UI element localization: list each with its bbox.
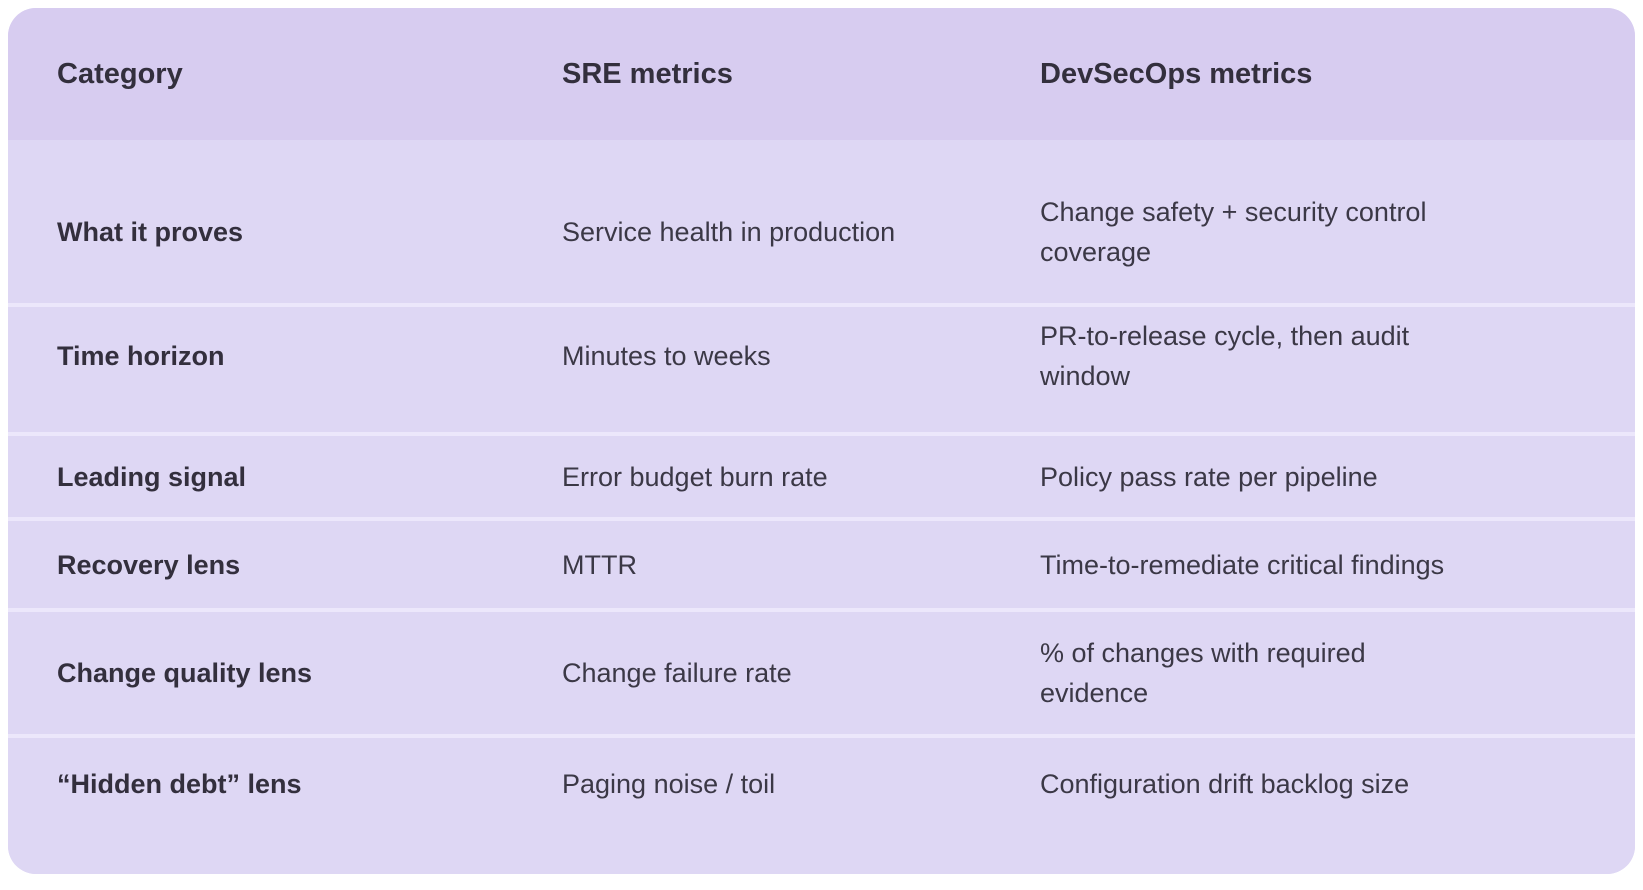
table-row: Change quality lens Change failure rate … xyxy=(8,608,1635,734)
table-row: Leading signal Error budget burn rate Po… xyxy=(8,432,1635,517)
cell-sre: Service health in production xyxy=(562,216,896,247)
comparison-table-card: Category SRE metrics DevSecOps metrics W… xyxy=(8,8,1635,874)
cell-devsecops: Configuration drift backlog size xyxy=(1040,768,1410,799)
column-header-category: Category xyxy=(57,57,183,90)
row-label: What it proves xyxy=(57,216,244,247)
cell-sre: Minutes to weeks xyxy=(562,340,771,371)
table-row: Time horizon Minutes to weeks PR-to-rele… xyxy=(8,303,1635,432)
row-label: Leading signal xyxy=(57,461,247,492)
cell-devsecops: % of changes with required evidence xyxy=(1040,638,1366,708)
row-label: “Hidden debt” lens xyxy=(57,768,302,799)
table-row: What it proves Service health in product… xyxy=(8,140,1635,303)
cell-sre: MTTR xyxy=(562,549,637,580)
cell-sre: Paging noise / toil xyxy=(562,768,776,799)
row-label: Recovery lens xyxy=(57,549,241,580)
cell-devsecops: Time-to-remediate critical findings xyxy=(1040,549,1445,580)
row-label: Change quality lens xyxy=(57,658,313,688)
table-header-row: Category SRE metrics DevSecOps metrics xyxy=(8,8,1635,140)
column-header-sre-metrics: SRE metrics xyxy=(562,57,733,90)
cell-devsecops: PR-to-release cycle, then audit window xyxy=(1040,320,1410,391)
table-row: “Hidden debt” lens Paging noise / toil C… xyxy=(8,734,1635,874)
column-header-devsecops-metrics: DevSecOps metrics xyxy=(1040,57,1313,90)
cell-devsecops: Change safety + security control coverag… xyxy=(1040,196,1427,267)
cell-devsecops: Policy pass rate per pipeline xyxy=(1040,461,1378,492)
table-row: Recovery lens MTTR Time-to-remediate cri… xyxy=(8,517,1635,608)
cell-sre: Error budget burn rate xyxy=(562,461,828,492)
cell-sre: Change failure rate xyxy=(562,658,792,688)
row-label: Time horizon xyxy=(57,340,225,371)
